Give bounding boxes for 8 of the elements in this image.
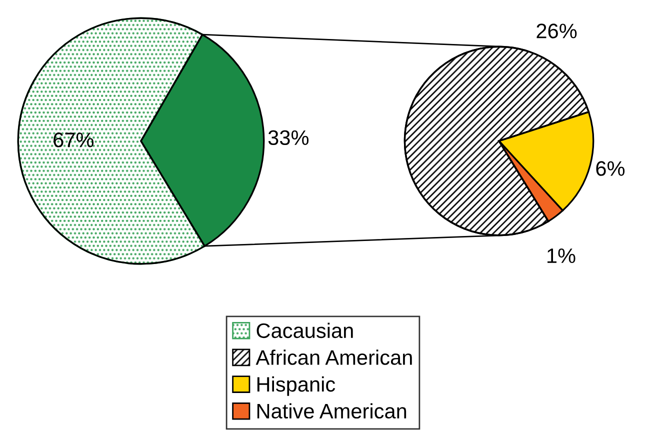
data-label: 26%	[536, 24, 577, 38]
data-label: 1%	[548, 248, 576, 264]
legend-label: African American	[256, 350, 412, 365]
legend-label: Native American	[257, 403, 406, 419]
data-label: 33%	[268, 130, 309, 146]
legend-label: Hispanic	[257, 376, 336, 396]
legend-label: Cacausian	[256, 322, 353, 338]
data-label: 6%	[596, 161, 625, 176]
